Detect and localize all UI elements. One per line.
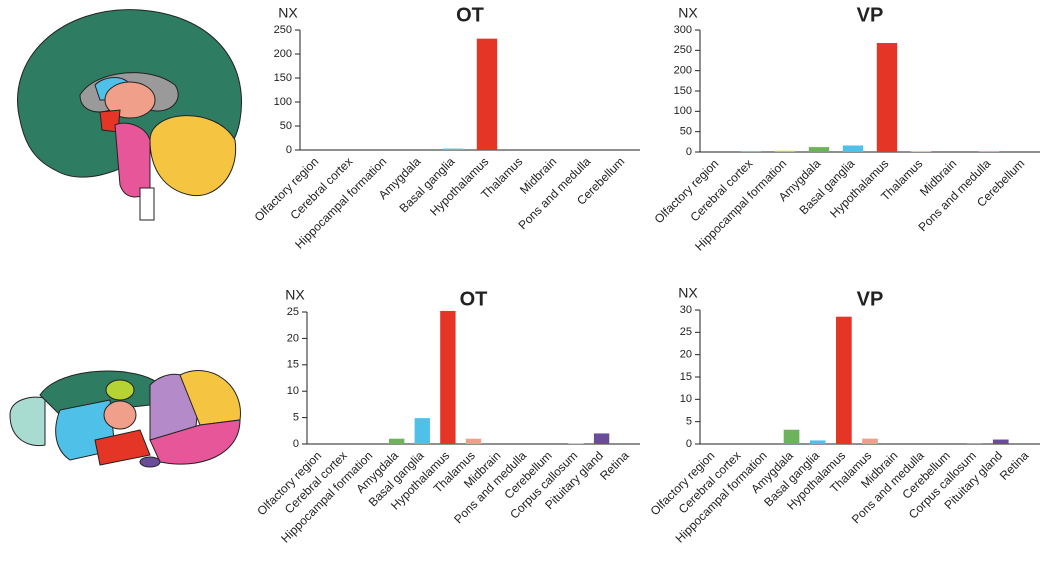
bar [808,147,830,152]
bar [476,38,498,150]
y-tick-label: 150 [674,85,692,97]
chart-title: OT [456,4,484,26]
y-tick-label: 0 [686,438,692,450]
human-brain-illustration [17,9,242,221]
bar [862,438,878,444]
bar [442,148,464,150]
y-tick-label: 200 [274,48,292,60]
y-tick-label: 10 [287,385,299,397]
y-tick-label: 25 [287,306,299,318]
y-tick-label: 20 [680,349,692,361]
mouse-brain-illustration [9,370,241,468]
y-tick-label: 0 [686,146,692,158]
chart-title: VP [857,288,884,310]
y-tick-label: 20 [287,332,299,344]
bar [836,316,852,444]
y-tick-label: 250 [674,44,692,56]
y-axis-label: NX [285,287,305,303]
y-axis-label: NX [678,285,698,301]
chart-title: OT [460,288,488,310]
y-tick-label: 200 [674,65,692,77]
y-tick-label: 0 [286,144,292,156]
y-tick-label: 15 [287,359,299,371]
y-tick-label: 50 [280,120,292,132]
bar [414,418,430,444]
bar [809,440,826,444]
y-tick-label: 50 [680,126,692,138]
y-tick-label: 150 [274,72,292,84]
bar [440,310,456,444]
y-tick-label: 300 [674,24,692,36]
y-tick-label: 250 [274,24,292,36]
bar [966,443,983,444]
y-tick-label: 100 [274,96,292,108]
y-axis-label: NX [278,5,298,21]
bar [783,429,800,444]
y-tick-label: 5 [293,412,299,424]
y-axis-label: NX [678,5,698,21]
bar [593,433,610,444]
y-tick-label: 30 [680,304,692,316]
bar [465,438,482,444]
chart-title: VP [857,4,884,26]
y-tick-label: 0 [293,438,299,450]
x-tick-label: Retina [997,448,1032,483]
bar [876,43,898,152]
bar [568,443,584,444]
y-tick-label: 15 [680,371,692,383]
bar [388,438,405,444]
y-tick-label: 5 [686,416,692,428]
bar [992,439,1009,444]
x-tick-label: Retina [597,448,632,483]
y-tick-label: 100 [674,105,692,117]
bar [774,150,796,152]
y-tick-label: 10 [680,393,692,405]
y-tick-label: 25 [680,326,692,338]
bar [842,145,864,152]
